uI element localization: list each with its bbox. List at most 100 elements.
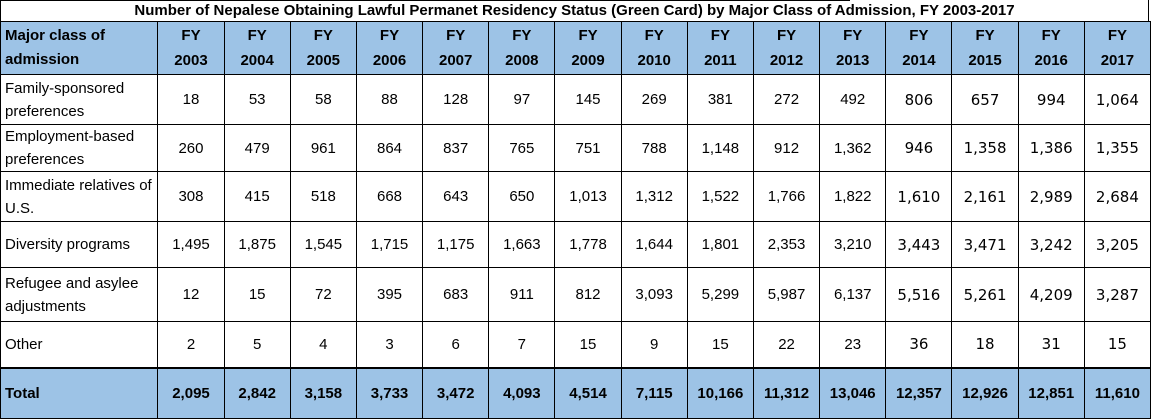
data-cell: 1,715 — [355, 221, 424, 268]
total-label: Total — [0, 366, 159, 419]
fy-label: FY — [313, 27, 333, 44]
total-cell: 11,610 — [1083, 366, 1151, 419]
column-header-fy2016: FY 2016 — [1017, 21, 1085, 75]
data-cell: 643 — [422, 171, 490, 222]
data-cell: 18 — [951, 321, 1019, 368]
table-row-other: Other 2 5 4 3 6 7 15 9 15 22 23 36 18 31… — [0, 321, 1151, 368]
data-cell: 7 — [488, 321, 556, 368]
data-cell: 864 — [355, 124, 424, 172]
data-cell: 88 — [355, 74, 424, 125]
data-cell: 3,205 — [1083, 221, 1151, 268]
fy-label: FY — [379, 27, 400, 44]
data-cell: 23 — [819, 321, 887, 368]
data-cell: 4 — [289, 321, 357, 368]
data-cell: 4,209 — [1017, 267, 1085, 322]
data-cell: 492 — [819, 74, 887, 125]
column-header-fy2003: FY 2003 — [157, 21, 225, 75]
data-cell: 5,987 — [752, 267, 821, 322]
fy-label: FY — [1041, 27, 1061, 44]
total-cell: 13,046 — [819, 366, 887, 419]
column-header-fy2007: FY 2007 — [422, 21, 490, 75]
table-row-family-sponsored: Family-sponsored preferences 18 53 58 88… — [0, 74, 1151, 125]
data-cell: 1,148 — [686, 124, 754, 172]
data-cell: 3,242 — [1017, 221, 1085, 268]
year-label: 2013 — [836, 52, 870, 69]
fy-label: FY — [909, 27, 929, 44]
total-cell: 12,926 — [951, 366, 1019, 419]
total-cell: 3,733 — [355, 366, 424, 419]
data-cell: 2,684 — [1083, 171, 1151, 222]
data-cell: 1,355 — [1083, 124, 1151, 172]
data-cell: 2,989 — [1017, 171, 1085, 222]
year-label: 2017 — [1100, 52, 1135, 69]
column-header-fy2017: FY 2017 — [1083, 21, 1151, 75]
total-cell: 4,093 — [488, 366, 556, 419]
data-cell: 15 — [1083, 321, 1151, 368]
year-label: 2003 — [174, 52, 208, 69]
year-label: 2007 — [438, 52, 473, 69]
data-cell: 128 — [422, 74, 490, 125]
data-cell: 12 — [157, 267, 225, 322]
data-cell: 15 — [223, 267, 291, 322]
total-cell: 3,472 — [422, 366, 490, 419]
data-cell: 381 — [686, 74, 754, 125]
data-cell: 5,261 — [951, 267, 1019, 322]
fy-label: FY — [975, 27, 995, 44]
data-cell: 994 — [1017, 74, 1085, 125]
data-cell: 1,801 — [686, 221, 754, 268]
total-cell: 3,158 — [289, 366, 357, 419]
data-cell: 97 — [488, 74, 556, 125]
data-cell: 1,362 — [819, 124, 887, 172]
table-row-employment-based: Employment-based preferences 260 479 961… — [0, 124, 1151, 172]
data-cell: 2,161 — [951, 171, 1019, 222]
fy-label: FY — [644, 27, 664, 44]
column-header-fy2009: FY 2009 — [554, 21, 622, 75]
fy-label: FY — [776, 27, 797, 44]
year-label: 2016 — [1034, 52, 1068, 69]
header-row: Major class of admission FY 2003 FY 2004 F… — [0, 21, 1151, 75]
data-cell: 58 — [289, 74, 357, 125]
data-cell: 1,822 — [819, 171, 887, 222]
data-cell: 1,644 — [620, 221, 688, 268]
column-header-fy2005: FY 2005 — [289, 21, 357, 75]
column-header-fy2006: FY 2006 — [355, 21, 424, 75]
data-cell: 657 — [951, 74, 1019, 125]
data-cell: 272 — [752, 74, 821, 125]
row-label: Other — [0, 321, 159, 368]
total-cell: 12,851 — [1017, 366, 1085, 419]
year-label: 2008 — [505, 52, 539, 69]
total-cell: 2,842 — [223, 366, 291, 419]
data-cell: 2,353 — [752, 221, 821, 268]
data-cell: 5,516 — [885, 267, 953, 322]
data-cell: 518 — [289, 171, 357, 222]
column-header-fy2014: FY 2014 — [885, 21, 953, 75]
column-header-fy2008: FY 2008 — [488, 21, 556, 75]
data-cell: 3,443 — [885, 221, 953, 268]
data-cell: 5 — [223, 321, 291, 368]
year-label: 2015 — [968, 52, 1002, 69]
data-cell: 788 — [620, 124, 688, 172]
table-row-diversity-programs: Diversity programs 1,495 1,875 1,545 1,7… — [0, 221, 1151, 268]
data-cell: 3,093 — [620, 267, 688, 322]
data-cell: 22 — [752, 321, 821, 368]
column-header-fy2011: FY 2011 — [686, 21, 754, 75]
row-label: Immediate relatives of U.S. — [0, 171, 159, 222]
data-cell: 1,766 — [752, 171, 821, 222]
total-cell: 11,312 — [752, 366, 821, 419]
data-cell: 260 — [157, 124, 225, 172]
total-cell: 7,115 — [620, 366, 688, 419]
data-cell: 308 — [157, 171, 225, 222]
row-label: Employment-based preferences — [0, 124, 159, 172]
data-cell: 31 — [1017, 321, 1085, 368]
data-cell: 53 — [223, 74, 291, 125]
year-label: 2004 — [240, 52, 274, 69]
year-label: 2009 — [571, 52, 605, 69]
data-cell: 72 — [289, 267, 357, 322]
data-cell: 395 — [355, 267, 424, 322]
total-cell: 10,166 — [686, 366, 754, 419]
data-cell: 683 — [422, 267, 490, 322]
data-cell: 18 — [157, 74, 225, 125]
data-cell: 15 — [686, 321, 754, 368]
fy-label: FY — [247, 27, 267, 44]
row-header-label: Major class of admission — [0, 21, 159, 75]
